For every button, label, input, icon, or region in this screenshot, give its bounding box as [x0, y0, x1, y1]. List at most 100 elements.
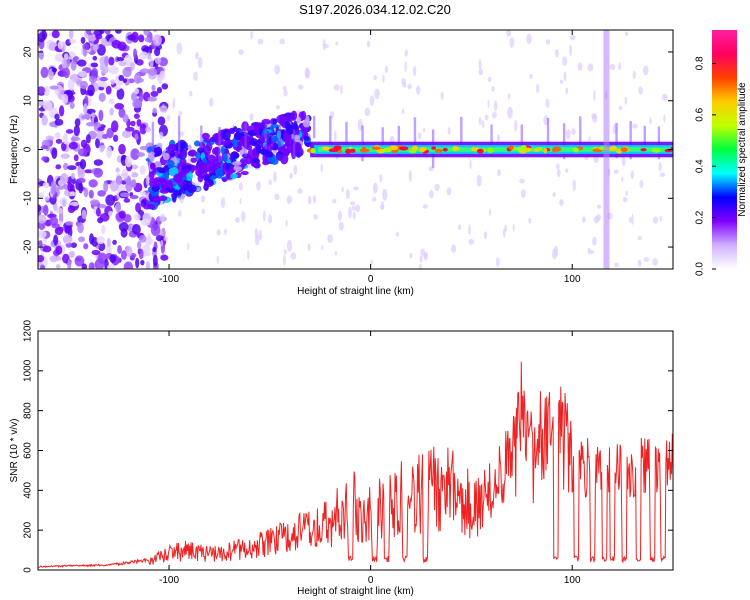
heatmap-cell	[138, 234, 147, 243]
heatmap-cell	[83, 103, 88, 115]
heatmap-cell	[536, 83, 540, 94]
heatmap-cell	[125, 245, 133, 257]
heatmap-cell	[422, 253, 429, 258]
heatmap-cell	[643, 65, 649, 76]
heatmap-cell	[409, 252, 413, 259]
heatmap-cell	[235, 217, 240, 224]
heatmap-cell	[144, 36, 151, 43]
heatmap-cell	[100, 37, 107, 45]
heatmap-cell	[624, 31, 629, 36]
heatmap-cell	[69, 191, 77, 197]
heatmap-cell	[302, 119, 311, 128]
heatmap-cell	[167, 143, 177, 153]
heatmap-cell	[92, 42, 98, 52]
colorbar	[712, 30, 737, 269]
colorbar-label: Normalized spectral amplitude	[737, 82, 748, 217]
heatmap-cell	[163, 236, 169, 242]
heatmap-cell	[53, 234, 59, 246]
x-axis-label: Height of straight line (km)	[297, 586, 414, 597]
heatmap-cell	[91, 67, 98, 78]
heatmap-cell	[138, 248, 144, 260]
heatmap-cell	[99, 145, 106, 150]
heatmap-cell	[559, 199, 564, 207]
heatmap-cell	[404, 61, 407, 73]
heatmap-cell	[283, 148, 290, 157]
heatmap-cell	[129, 194, 139, 200]
heatmap-cell	[261, 118, 271, 125]
heatmap-cell	[559, 79, 564, 84]
heatmap-cell	[366, 40, 371, 48]
heatmap-cell	[103, 180, 109, 193]
heatmap-cell	[170, 149, 175, 158]
heatmap-cell	[577, 62, 583, 71]
heatmap-cell	[216, 255, 220, 264]
heatmap-cell	[661, 93, 668, 101]
heatmap-cell	[152, 246, 157, 253]
heatmap-cell	[152, 177, 162, 187]
heatmap-cell	[124, 155, 133, 168]
heatmap-cell	[312, 194, 317, 204]
heatmap-cell	[179, 158, 187, 165]
heatmap-cell	[130, 148, 140, 160]
heatmap-cell	[112, 134, 119, 142]
heatmap-cell	[334, 250, 338, 256]
heatmap-cell	[121, 130, 132, 139]
heatmap-cell	[478, 117, 482, 126]
heatmap-cell	[122, 114, 129, 123]
heatmap-cell	[73, 124, 80, 137]
heatmap-cell	[78, 148, 88, 157]
heatmap-cell	[67, 79, 75, 91]
band-hotspot	[411, 145, 419, 151]
heatmap-cell	[77, 70, 87, 78]
heatmap-cell	[118, 75, 125, 82]
x-tick-label: 100	[564, 575, 581, 586]
heatmap-cell	[105, 85, 112, 95]
heatmap-cell	[54, 113, 60, 120]
band-hotspot	[399, 146, 409, 151]
heatmap-cell	[106, 243, 112, 256]
heatmap-cell	[109, 107, 114, 116]
heatmap-cell	[493, 100, 498, 112]
heatmap-cell	[201, 132, 210, 140]
heatmap-cell	[232, 126, 238, 133]
heatmap-cell	[303, 135, 310, 141]
heatmap-cell	[147, 96, 157, 102]
heatmap-cell	[77, 167, 86, 180]
heatmap-streak	[520, 124, 524, 151]
heatmap-cell	[131, 172, 139, 178]
heatmap-cell	[44, 196, 50, 201]
band-hotspot	[389, 145, 399, 151]
heatmap-cell	[545, 98, 550, 108]
heatmap-cell	[158, 195, 168, 201]
heatmap-cell	[200, 195, 206, 203]
heatmap-cell	[215, 167, 224, 179]
heatmap-cell	[109, 254, 117, 263]
y-tick-label: 400	[23, 482, 34, 499]
heatmap-cell	[150, 224, 161, 236]
heatmap-cell	[152, 30, 158, 33]
heatmap-cell	[520, 189, 526, 198]
band-hotspot	[434, 148, 443, 153]
heatmap-cell	[87, 34, 97, 42]
heatmap-cell	[67, 205, 76, 214]
heatmap-cell	[91, 249, 101, 256]
heatmap-cell	[118, 143, 126, 155]
heatmap-cell	[182, 165, 189, 170]
heatmap-cell	[519, 178, 525, 184]
band-hotspot	[524, 147, 532, 152]
heatmap-cell	[593, 89, 596, 102]
heatmap-cell	[283, 115, 293, 120]
heatmap-cell	[51, 67, 58, 73]
heatmap-cell	[592, 236, 597, 246]
heatmap-cell	[97, 82, 108, 88]
heatmap-cell	[440, 92, 444, 100]
y-tick-label: 1000	[23, 359, 34, 382]
heatmap-cell	[193, 71, 198, 82]
heatmap-cell	[663, 114, 666, 123]
heatmap-cell	[84, 169, 94, 174]
heatmap-cell	[117, 41, 127, 51]
heatmap-cell	[65, 221, 74, 226]
heatmap-cell	[89, 199, 100, 205]
heatmap-cell	[591, 113, 597, 119]
